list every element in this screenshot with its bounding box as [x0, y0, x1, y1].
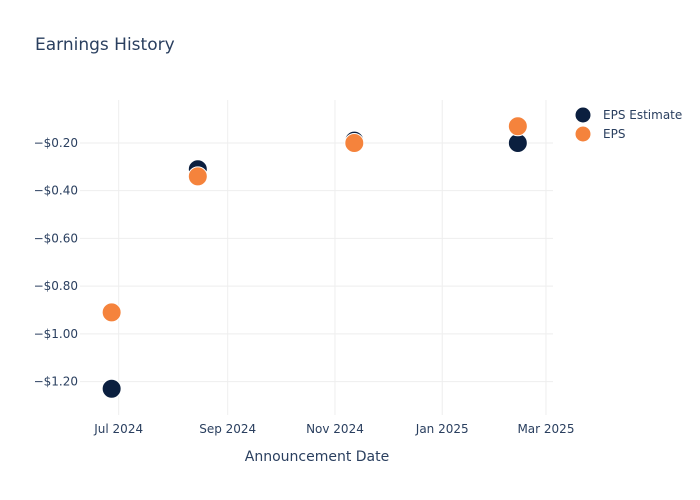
y-tick-label: −$0.40 — [34, 184, 78, 198]
legend-label: EPS — [603, 127, 625, 141]
legend-marker — [574, 106, 592, 124]
data-points — [101, 116, 528, 399]
series-1 — [101, 116, 528, 323]
data-point — [344, 132, 365, 153]
data-point — [507, 132, 528, 153]
data-point — [101, 378, 122, 399]
y-tick-label: −$0.60 — [34, 231, 78, 245]
x-axis-ticks: Jul 2024 Sep 2024 Nov 2024 Jan 2025 Mar 2025 — [93, 422, 574, 436]
x-axis-title: Announcement Date — [245, 449, 389, 465]
data-point — [187, 166, 208, 187]
x-tick-label: Sep 2024 — [199, 422, 256, 436]
x-tick-label: Nov 2024 — [306, 422, 364, 436]
chart-title: Earnings History — [35, 35, 175, 55]
y-tick-label: −$1.00 — [34, 327, 78, 341]
data-point — [101, 302, 122, 323]
y-tick-label: −$0.80 — [34, 279, 78, 293]
data-point — [507, 116, 528, 137]
y-tick-label: −$0.20 — [34, 136, 78, 150]
legend-label: EPS Estimate — [603, 108, 682, 122]
legend-marker — [574, 125, 592, 143]
x-tick-label: Mar 2025 — [517, 422, 574, 436]
x-tick-label: Jan 2025 — [415, 422, 469, 436]
legend: EPS Estimate EPS — [574, 106, 682, 143]
grid — [80, 100, 553, 415]
x-tick-label: Jul 2024 — [93, 422, 143, 436]
series-0 — [101, 130, 528, 399]
y-tick-label: −$1.20 — [34, 375, 78, 389]
y-axis-ticks: −$0.20 −$0.40 −$0.60 −$0.80 −$1.00 −$1.20 — [34, 136, 78, 389]
